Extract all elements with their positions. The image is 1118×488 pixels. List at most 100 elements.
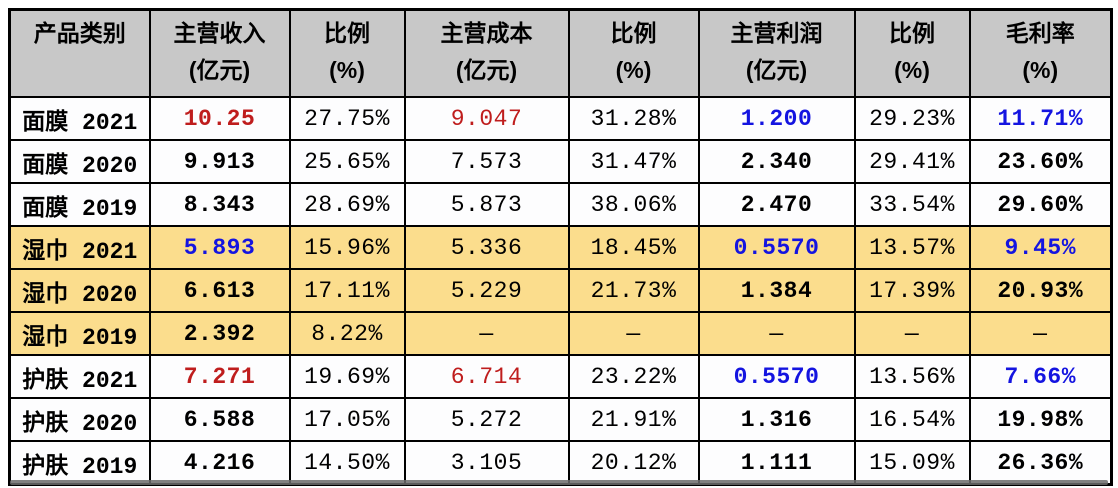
row-category: 湿巾 2021 [8, 225, 151, 270]
column-header-label: 毛利率 [1005, 20, 1075, 46]
table-cell: 9.45% [968, 225, 1113, 270]
table-header: 产品类别 主营收入 (亿元) 比例 (%) 主营成本 (亿元) 比例 (%) 主营利润 (亿元) 比例… [8, 8, 1113, 98]
table-cell: 7.66% [968, 354, 1113, 399]
table-cell: 5.893 [148, 225, 291, 270]
table-row: 护肤 2019 4.216 14.50% 3.105 20.12% 1.111 15.09%… [8, 440, 1113, 486]
table-row: 面膜 2021 10.25 27.75% 9.047 31.28% 1.200 29.23%… [8, 96, 1113, 141]
table-cell: 17.11% [288, 268, 406, 313]
table-cell: 1.111 [697, 440, 856, 486]
table-cell: 8.343 [148, 182, 291, 227]
table-cell: 23.60% [968, 139, 1113, 184]
table-cell: 16.54% [853, 397, 971, 442]
bottom-divider [10, 480, 1108, 485]
table-cell: 7.271 [148, 354, 291, 399]
column-header-unit: (亿元) [455, 56, 518, 83]
table-cell: 4.216 [148, 440, 291, 486]
row-category: 面膜 2020 [8, 139, 151, 184]
table-cell: 2.392 [148, 311, 291, 356]
table-cell: 19.69% [288, 354, 406, 399]
column-header-unit: (%) [1022, 56, 1059, 83]
table-cell: 13.56% [853, 354, 971, 399]
column-header-0: 产品类别 [8, 8, 151, 98]
column-header-label: 比例 [610, 20, 657, 46]
row-category: 护肤 2019 [8, 440, 151, 486]
table-cell: 21.73% [567, 268, 700, 313]
row-category: 湿巾 2019 [8, 311, 151, 356]
table-row: 面膜 2020 9.913 25.65% 7.573 31.47% 2.340 29.41%… [8, 139, 1113, 184]
table-cell: 5.873 [403, 182, 570, 227]
row-category: 护肤 2021 [8, 354, 151, 399]
header-row: 产品类别 主营收入 (亿元) 比例 (%) 主营成本 (亿元) 比例 (%) 主营利润 (亿元) 比例… [8, 8, 1113, 98]
table-cell: 31.47% [567, 139, 700, 184]
table-cell: 5.272 [403, 397, 570, 442]
table-cell: — [567, 311, 700, 356]
table-cell: 1.316 [697, 397, 856, 442]
row-category: 湿巾 2020 [8, 268, 151, 313]
table-cell: 10.25 [148, 96, 291, 141]
table-row: 湿巾 2020 6.613 17.11% 5.229 21.73% 1.384 17.39%… [8, 268, 1113, 313]
table-cell: 33.54% [853, 182, 971, 227]
table-cell: 18.45% [567, 225, 700, 270]
table-cell: 29.23% [853, 96, 971, 141]
table-row: 护肤 2020 6.588 17.05% 5.272 21.91% 1.316 16.54%… [8, 397, 1113, 442]
table-cell: 29.41% [853, 139, 971, 184]
table-cell: 19.98% [968, 397, 1113, 442]
table-cell: 13.57% [853, 225, 971, 270]
table-cell: 20.93% [968, 268, 1113, 313]
table-row: 湿巾 2019 2.392 8.22% — — — — — [8, 311, 1113, 356]
table-cell: 6.613 [148, 268, 291, 313]
column-header-unit: (%) [615, 56, 652, 83]
table-cell: 28.69% [288, 182, 406, 227]
column-header-label: 主营利润 [730, 20, 823, 46]
table-cell: 17.05% [288, 397, 406, 442]
column-header-unit: (%) [329, 56, 365, 83]
table-cell: 6.588 [148, 397, 291, 442]
table-cell: 9.913 [148, 139, 291, 184]
column-header-2: 比例 (%) [288, 8, 406, 98]
table-cell: 1.384 [697, 268, 856, 313]
table-body: 面膜 2021 10.25 27.75% 9.047 31.28% 1.200 29.23%… [8, 96, 1113, 486]
table-cell: — [697, 311, 856, 356]
column-header-label: 比例 [324, 20, 370, 46]
table-cell: 7.573 [403, 139, 570, 184]
column-header-unit: (亿元) [745, 56, 808, 83]
table-cell: 6.714 [403, 354, 570, 399]
column-header-label: 主营成本 [440, 20, 533, 46]
table-cell: 23.22% [567, 354, 700, 399]
table-cell: 26.36% [968, 440, 1113, 486]
financial-table: 产品类别 主营收入 (亿元) 比例 (%) 主营成本 (亿元) 比例 (%) 主营利润 (亿元) 比例… [8, 8, 1113, 486]
row-category: 护肤 2020 [8, 397, 151, 442]
table-row: 面膜 2019 8.343 28.69% 5.873 38.06% 2.470 33.54%… [8, 182, 1113, 227]
table-cell: 27.75% [288, 96, 406, 141]
table-row: 湿巾 2021 5.893 15.96% 5.336 18.45% 0.5570 13.57… [8, 225, 1113, 270]
table-cell: 25.65% [288, 139, 406, 184]
table-cell: 3.105 [403, 440, 570, 486]
column-header-label: 比例 [889, 20, 935, 46]
table-cell: 0.5570 [697, 225, 856, 270]
table-cell: 9.047 [403, 96, 570, 141]
table-row: 护肤 2021 7.271 19.69% 6.714 23.22% 0.5570 13.56… [8, 354, 1113, 399]
table-cell: 5.229 [403, 268, 570, 313]
table-cell: 2.340 [697, 139, 856, 184]
row-category: 面膜 2021 [8, 96, 151, 141]
column-header-label: 产品类别 [33, 20, 126, 46]
table-cell: 0.5570 [697, 354, 856, 399]
column-header-label: 主营收入 [173, 20, 266, 46]
column-header-4: 比例 (%) [567, 8, 700, 98]
column-header-1: 主营收入 (亿元) [148, 8, 291, 98]
column-header-5: 主营利润 (亿元) [697, 8, 856, 98]
table-cell: 11.71% [968, 96, 1113, 141]
column-header-unit: (亿元) [188, 56, 251, 83]
table-cell: 5.336 [403, 225, 570, 270]
table-cell: — [403, 311, 570, 356]
column-header-unit: (%) [894, 56, 930, 83]
table-cell: — [968, 311, 1113, 356]
table-cell: 15.96% [288, 225, 406, 270]
column-header-7: 毛利率 (%) [968, 8, 1113, 98]
table-cell: 21.91% [567, 397, 700, 442]
table-cell: 1.200 [697, 96, 856, 141]
row-category: 面膜 2019 [8, 182, 151, 227]
column-header-6: 比例 (%) [853, 8, 971, 98]
table-cell: 38.06% [567, 182, 700, 227]
